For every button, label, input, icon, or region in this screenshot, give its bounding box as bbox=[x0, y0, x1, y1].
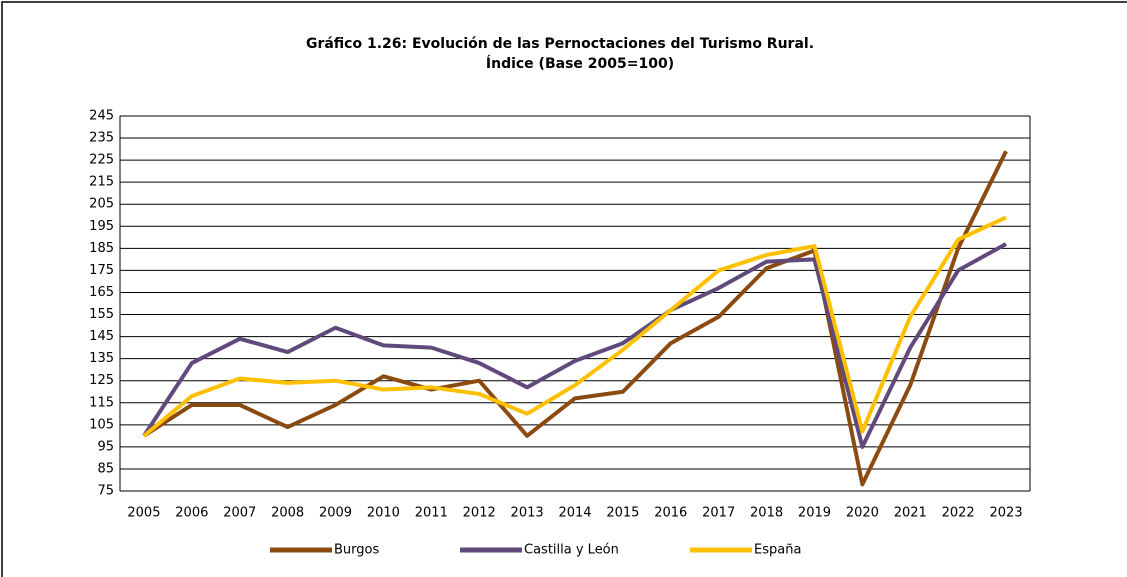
x-tick-label: 2018 bbox=[750, 506, 783, 521]
legend-label: España bbox=[754, 543, 801, 558]
y-tick-label: 225 bbox=[89, 153, 114, 168]
y-tick-label: 135 bbox=[89, 351, 114, 366]
x-tick-label: 2016 bbox=[654, 506, 687, 521]
x-tick-label: 2020 bbox=[846, 506, 879, 521]
y-tick-label: 145 bbox=[89, 329, 114, 344]
y-tick-label: 75 bbox=[97, 484, 114, 499]
y-tick-label: 85 bbox=[97, 461, 114, 476]
y-tick-label: 115 bbox=[89, 395, 114, 410]
x-tick-label: 2017 bbox=[702, 506, 735, 521]
x-tick-label: 2022 bbox=[942, 506, 975, 521]
x-tick-label: 2008 bbox=[271, 506, 304, 521]
y-tick-label: 175 bbox=[89, 263, 114, 278]
series-line bbox=[142, 242, 1008, 449]
legend-label: Burgos bbox=[334, 543, 379, 558]
x-tick-label: 2006 bbox=[175, 506, 208, 521]
x-tick-label: 2021 bbox=[894, 506, 927, 521]
y-tick-label: 105 bbox=[89, 417, 114, 432]
x-tick-label: 2010 bbox=[367, 506, 400, 521]
series-line bbox=[142, 215, 1007, 438]
x-tick-label: 2019 bbox=[798, 506, 831, 521]
y-tick-label: 185 bbox=[89, 241, 114, 256]
y-tick-label: 95 bbox=[97, 439, 114, 454]
y-tick-label: 215 bbox=[89, 175, 114, 190]
y-tick-label: 245 bbox=[89, 109, 114, 124]
series-line bbox=[142, 150, 1008, 487]
x-tick-label: 2014 bbox=[558, 506, 591, 521]
x-tick-label: 2015 bbox=[606, 506, 639, 521]
x-tick-label: 2013 bbox=[511, 506, 544, 521]
x-tick-label: 2023 bbox=[990, 506, 1023, 521]
y-tick-label: 165 bbox=[89, 285, 114, 300]
x-tick-label: 2012 bbox=[463, 506, 496, 521]
chart-title: Gráfico 1.26: Evolución de las Pernoctac… bbox=[306, 36, 814, 52]
x-tick-label: 2007 bbox=[223, 506, 256, 521]
y-tick-label: 195 bbox=[89, 219, 114, 234]
chart-subtitle: Índice (Base 2005=100) bbox=[486, 55, 674, 72]
x-tick-label: 2005 bbox=[127, 506, 160, 521]
y-tick-label: 155 bbox=[89, 307, 114, 322]
y-tick-label: 205 bbox=[89, 197, 114, 212]
legend-label: Castilla y León bbox=[524, 543, 619, 558]
y-tick-label: 235 bbox=[89, 131, 114, 146]
x-tick-label: 2011 bbox=[415, 506, 448, 521]
y-tick-label: 125 bbox=[89, 373, 114, 388]
x-tick-label: 2009 bbox=[319, 506, 352, 521]
